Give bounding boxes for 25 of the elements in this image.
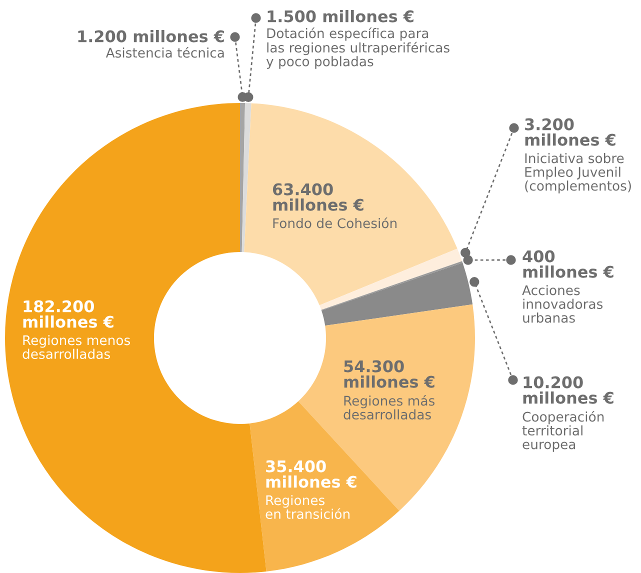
donut-slice: [240, 103, 246, 252]
data-label: 1.500 millones €: [268, 10, 414, 22]
data-label: 400 millones €: [522, 250, 614, 278]
donut-slice: [321, 262, 473, 326]
data-label: 35.400 millones €: [266, 460, 356, 488]
data-label: 3.200 millones €: [525, 118, 616, 146]
data-label: 1.200 millones €: [78, 30, 224, 42]
slice-label: Regiones más desarrolladas: [344, 395, 435, 420]
slice-label: Dotación específica para las regiones ultraperiféricas y poco pobladas: [266, 28, 450, 69]
donut-slice: [321, 261, 463, 310]
slice-label: Cooperación territorial europea: [522, 411, 604, 452]
data-label: 54.300 millones €: [344, 360, 434, 388]
slice-label: Regiones menos desarrolladas: [22, 335, 130, 359]
donut-slice: [5, 103, 266, 573]
data-label: 63.400 millones €: [272, 183, 364, 211]
slice-label: Fondo de Cohesión: [273, 217, 396, 228]
data-label: 182.200 millones €: [23, 300, 114, 328]
slice-label: Asistencia técnica: [106, 46, 224, 58]
data-label: 10.200 millones €: [523, 376, 614, 404]
donut-slice: [242, 103, 252, 252]
slice-label: Iniciativa sobre Empleo Juvenil (complementos): [525, 153, 631, 194]
donut-slice: [320, 248, 462, 310]
slice-label: Acciones innovadoras urbanas: [522, 285, 603, 323]
slice-label: Regiones en transición: [266, 495, 350, 519]
donut-slice: [244, 103, 458, 306]
